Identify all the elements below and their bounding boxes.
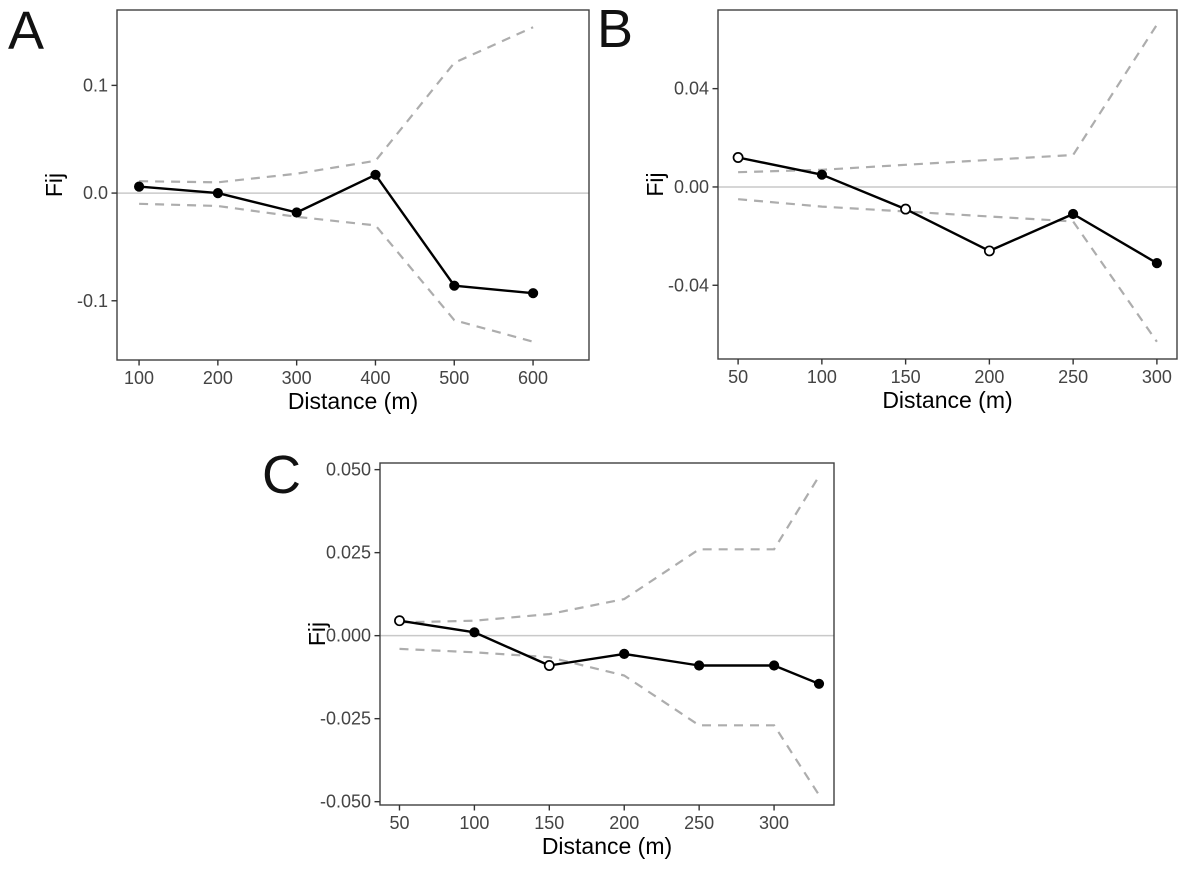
data-point-open: [900, 203, 912, 215]
lower-confidence-envelope: [399, 647, 820, 796]
data-point-filled: [813, 678, 825, 689]
upper-confidence-envelope: [738, 24, 1158, 174]
x-tick-label: 600: [518, 368, 548, 388]
x-tick-label: 250: [1058, 367, 1088, 387]
y-tick-label: 0.0: [83, 183, 108, 203]
x-tick-label: 300: [1142, 367, 1172, 387]
panel-border: [379, 462, 835, 806]
upper-confidence-envelope: [399, 475, 820, 624]
upper-confidence-envelope: [139, 26, 534, 184]
x-tick-label: 150: [891, 367, 921, 387]
observed-kinship-line: [139, 173, 534, 295]
data-point-filled: [619, 648, 630, 659]
data-point-open: [543, 660, 555, 671]
panel-c: 50 100 150 200 250 300 -0.050 -0.025 0.000 0.025 0…: [260, 445, 860, 875]
x-tick-label: 50: [728, 367, 748, 387]
x-tick-label: 250: [684, 813, 714, 833]
data-point-filled: [768, 660, 780, 671]
y-tick-label: 0.025: [326, 543, 371, 563]
y-tick-label: 0.04: [674, 79, 709, 99]
y-axis-title: Fij: [642, 172, 668, 196]
panel-b-letter: B: [597, 0, 634, 59]
data-point-filled: [370, 169, 381, 180]
x-tick-label: 50: [389, 813, 409, 833]
y-tick-label: 0.000: [326, 626, 371, 646]
lower-confidence-envelope: [139, 202, 534, 343]
y-tick-label: -0.025: [320, 709, 371, 729]
data-point-filled: [694, 660, 705, 671]
observed-kinship-line: [399, 619, 820, 685]
data-point-filled: [1068, 208, 1079, 220]
data-point-filled: [449, 280, 460, 291]
x-tick-label: 300: [282, 368, 312, 388]
panel-b: 50 100 150 200 250 300 -0.04 0.00 0.04 Distance (…: [600, 0, 1200, 430]
x-tick-label: 150: [534, 813, 564, 833]
data-point-filled: [816, 169, 827, 180]
x-tick-label: 200: [609, 813, 639, 833]
x-axis-title: Distance (m): [882, 387, 1012, 413]
y-tick-label: -0.1: [77, 291, 108, 311]
x-tick-label: 100: [124, 368, 154, 388]
data-point-filled: [291, 207, 302, 218]
y-tick-label: 0.050: [326, 460, 371, 480]
x-tick-label: 100: [807, 367, 837, 387]
panel-border: [717, 9, 1178, 360]
data-point-filled: [528, 288, 539, 299]
data-point-filled: [1151, 258, 1163, 269]
panel-border: [116, 9, 590, 361]
panel-a: 100 200 300 400 500 600 -0.1 0.0 0.1 Distance (m)…: [0, 0, 600, 430]
data-point-open: [732, 152, 744, 163]
x-tick-label: 200: [974, 367, 1004, 387]
data-point-open: [983, 245, 995, 257]
lower-confidence-envelope: [738, 198, 1158, 343]
x-tick-label: 400: [360, 368, 390, 388]
panel-b-chart: 50 100 150 200 250 300 -0.04 0.00 0.04 Distance (…: [642, 9, 1178, 413]
y-axis-title: Fij: [41, 173, 67, 197]
x-tick-label: 200: [203, 368, 233, 388]
y-tick-label: -0.04: [668, 275, 709, 295]
y-axis-title: Fij: [304, 622, 330, 646]
x-tick-label: 300: [759, 813, 789, 833]
data-point-open: [394, 615, 405, 627]
data-point-filled: [469, 627, 480, 638]
y-tick-label: -0.050: [320, 792, 371, 812]
data-point-filled: [134, 181, 145, 192]
panel-c-chart: 50 100 150 200 250 300 -0.050 -0.025 0.000 0.025 0…: [304, 460, 835, 859]
observed-kinship-line: [737, 156, 1158, 265]
x-axis-title: Distance (m): [542, 833, 672, 859]
panel-a-chart: 100 200 300 400 500 600 -0.1 0.0 0.1 Distance (m)…: [41, 9, 590, 414]
data-point-filled: [212, 188, 223, 199]
x-tick-label: 500: [439, 368, 469, 388]
x-axis-title: Distance (m): [288, 388, 418, 414]
panel-c-letter: C: [262, 445, 301, 505]
y-tick-label: 0.1: [83, 75, 108, 95]
panel-a-letter: A: [8, 1, 45, 61]
x-tick-label: 100: [459, 813, 489, 833]
y-tick-label: 0.00: [674, 177, 709, 197]
